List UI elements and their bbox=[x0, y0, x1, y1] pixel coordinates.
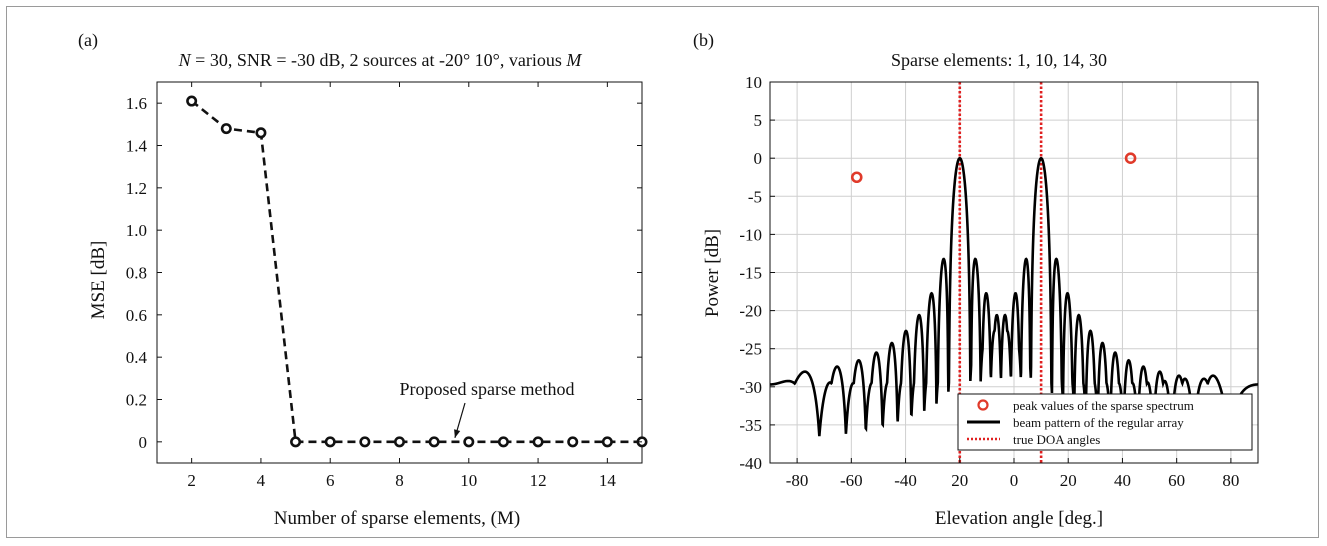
panel-b: (b) Sparse elements: 1, 10, 14, 30 -80 -6… bbox=[693, 30, 1259, 529]
panel-a-series bbox=[186, 95, 648, 448]
y-tick-label: -5 bbox=[748, 187, 762, 206]
annotation-arrow-head bbox=[454, 429, 461, 438]
mse-data-point bbox=[567, 436, 579, 448]
panel-a-xlabel: Number of sparse elements, (M) bbox=[274, 508, 520, 529]
panel-b-legend: peak values of the sparse spectrum beam … bbox=[957, 393, 1253, 451]
y-tick-label: -35 bbox=[739, 416, 762, 435]
x-tick-label: 6 bbox=[326, 471, 335, 490]
panel-a-label: (a) bbox=[78, 30, 98, 51]
x-tick-label: 60 bbox=[1168, 471, 1185, 490]
mse-data-point bbox=[255, 127, 267, 139]
x-tick-label: -60 bbox=[840, 471, 863, 490]
y-tick-label: 5 bbox=[754, 111, 763, 130]
x-tick-label: 12 bbox=[530, 471, 547, 490]
y-tick-label: -40 bbox=[739, 454, 762, 473]
x-tick-label: 20 bbox=[1060, 471, 1077, 490]
y-tick-label: -20 bbox=[739, 302, 762, 321]
sparse-peak-marker bbox=[850, 171, 863, 184]
panel-a-axes-box bbox=[156, 81, 643, 464]
y-tick-label: 0 bbox=[754, 149, 763, 168]
sparse-peak-marker bbox=[1124, 152, 1137, 164]
title-a-part-m: M bbox=[565, 50, 582, 70]
panel-b-title: Sparse elements: 1, 10, 14, 30 bbox=[891, 50, 1107, 70]
mse-data-point bbox=[393, 436, 405, 448]
y-tick-label: 0.2 bbox=[126, 391, 147, 410]
title-a-part-mid: = 30, SNR = -30 dB, 2 sources at -20° 10… bbox=[191, 50, 567, 70]
y-tick-label: 0.8 bbox=[126, 264, 147, 283]
y-tick-label: 0.6 bbox=[126, 306, 147, 325]
x-tick-label: -40 bbox=[894, 471, 917, 490]
y-tick-label: -30 bbox=[739, 378, 762, 397]
panel-a-ylabel: MSE [dB] bbox=[88, 241, 109, 320]
y-tick-label: 1.0 bbox=[126, 221, 147, 240]
panel-b-xlabel: Elevation angle [deg.] bbox=[935, 508, 1103, 529]
x-tick-label: 80 bbox=[1222, 471, 1239, 490]
legend-doa-label: true DOA angles bbox=[1013, 432, 1100, 447]
title-a-part-n: N bbox=[178, 50, 192, 70]
y-tick-label: -10 bbox=[739, 225, 762, 244]
mse-series-line bbox=[190, 100, 642, 444]
panel-b-label: (b) bbox=[693, 30, 714, 51]
panel-a-title: N = 30, SNR = -30 dB, 2 sources at -20° … bbox=[178, 50, 583, 70]
legend-box bbox=[957, 393, 1253, 451]
y-tick-label: 0.4 bbox=[126, 348, 148, 367]
mse-data-point bbox=[324, 436, 336, 448]
mse-data-point bbox=[359, 436, 371, 448]
panel-b-ylabel: Power [dB] bbox=[702, 229, 723, 317]
panel-a-annotation: Proposed sparse method bbox=[400, 379, 575, 438]
x-tick-label: 10 bbox=[460, 471, 477, 490]
x-tick-label: 14 bbox=[599, 471, 617, 490]
legend-peak-label: peak values of the sparse spectrum bbox=[1013, 398, 1194, 413]
y-tick-label: -25 bbox=[739, 340, 762, 359]
y-tick-label: -15 bbox=[739, 264, 762, 283]
legend-peak-marker bbox=[977, 399, 989, 411]
y-tick-label: 1.6 bbox=[126, 94, 147, 113]
mse-data-point bbox=[463, 436, 475, 448]
mse-data-point bbox=[290, 436, 302, 448]
mse-data-point bbox=[497, 436, 509, 448]
annotation-text: Proposed sparse method bbox=[400, 379, 575, 399]
panel-a-ticks: 2 4 6 8 10 12 14 0 0.2 0.4 0.6 0.8 1.0 1.2 1.4 1.6 bbox=[126, 82, 642, 490]
beam-pattern-line bbox=[770, 156, 1258, 438]
panel-a: (a) N = 30, SNR = -30 dB, 2 sources at -… bbox=[78, 30, 648, 529]
x-tick-label: 8 bbox=[395, 471, 404, 490]
x-tick-label: 4 bbox=[257, 471, 266, 490]
x-tick-label: 2 bbox=[187, 471, 196, 490]
x-tick-label: 20 bbox=[951, 471, 968, 490]
x-tick-label: 40 bbox=[1114, 471, 1131, 490]
legend-beam-label: beam pattern of the regular array bbox=[1013, 415, 1184, 430]
mse-data-point bbox=[532, 436, 544, 448]
y-tick-label: 1.4 bbox=[126, 137, 148, 156]
mse-data-point bbox=[220, 123, 232, 135]
x-tick-label: -80 bbox=[786, 471, 809, 490]
y-tick-label: 10 bbox=[745, 73, 762, 92]
mse-data-point bbox=[186, 95, 198, 107]
y-tick-label: 1.2 bbox=[126, 179, 147, 198]
panel-b-ticks: -80 -60 -40 20 0 20 40 60 80 10 5 0 -5 -10 -15 -20 -25 -3… bbox=[739, 73, 1239, 490]
mse-data-point bbox=[601, 436, 613, 448]
mse-data-point bbox=[428, 436, 440, 448]
y-tick-label: 0 bbox=[139, 433, 148, 452]
x-tick-label: 0 bbox=[1010, 471, 1019, 490]
panel-a-axes bbox=[156, 81, 643, 464]
